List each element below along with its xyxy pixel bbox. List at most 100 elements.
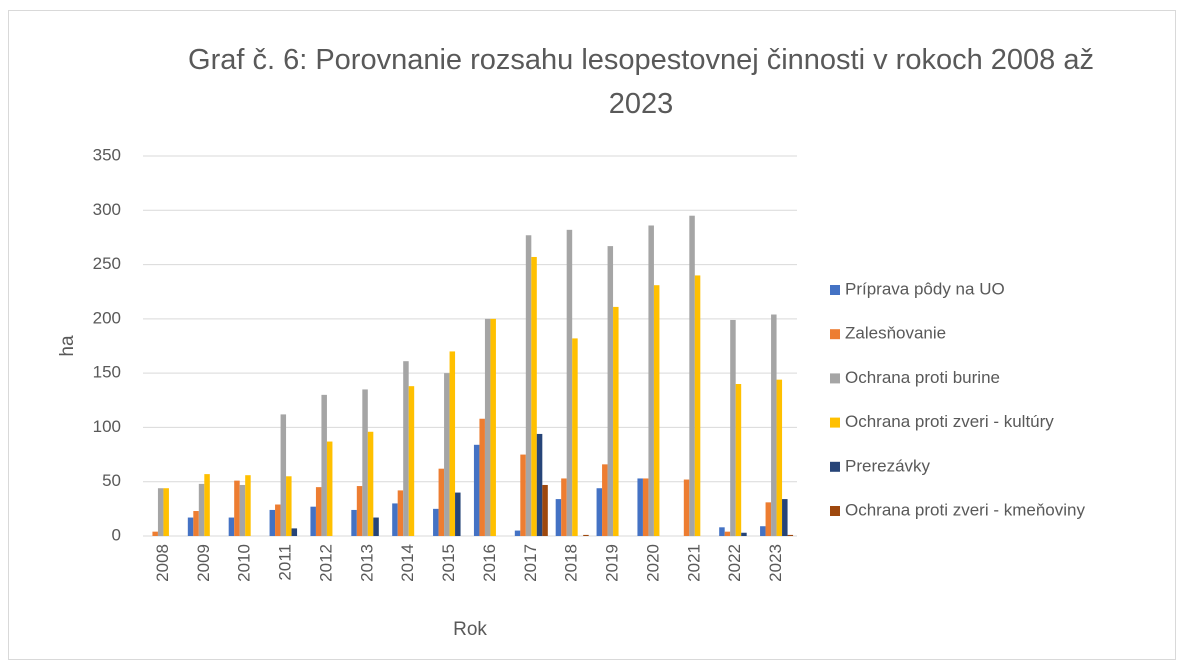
x-axis-title: Rok xyxy=(453,619,487,640)
bar xyxy=(520,454,526,536)
bar xyxy=(455,492,461,536)
bar xyxy=(239,484,246,536)
bar xyxy=(187,517,194,536)
bar xyxy=(536,433,543,536)
bar xyxy=(782,499,788,536)
bar xyxy=(392,503,398,536)
bar xyxy=(315,487,322,536)
bar xyxy=(653,285,660,536)
bar xyxy=(234,480,240,536)
bar xyxy=(362,389,368,536)
x-tick-label: 2015 xyxy=(439,544,458,582)
bar xyxy=(602,464,608,536)
legend-swatch xyxy=(830,285,840,295)
bar xyxy=(326,441,333,536)
legend-label: Ochrana proti zveri - kmeňoviny xyxy=(845,500,1085,519)
legend-label: Ochrana proti zveri - kultúry xyxy=(845,412,1054,431)
bar xyxy=(204,474,210,536)
bar xyxy=(642,478,649,536)
bar xyxy=(356,486,363,536)
bar xyxy=(730,319,736,536)
bar xyxy=(741,532,747,536)
bar xyxy=(514,530,521,536)
bar xyxy=(157,488,164,536)
x-tick-label: 2023 xyxy=(766,544,785,582)
y-tick-label: 150 xyxy=(93,363,121,382)
bar xyxy=(433,508,439,536)
y-axis-title: ha xyxy=(57,335,78,357)
bar xyxy=(637,478,643,536)
x-tick-label: 2019 xyxy=(603,544,622,582)
y-tick-label: 50 xyxy=(102,471,121,490)
y-tick-label: 300 xyxy=(93,200,121,219)
y-tick-label: 200 xyxy=(93,308,121,327)
bar xyxy=(484,318,491,536)
bar xyxy=(724,531,731,536)
x-tick-label: 2008 xyxy=(153,544,172,582)
x-tick-label: 2020 xyxy=(643,544,662,582)
bar xyxy=(408,386,415,536)
legend-label: Prerezávky xyxy=(845,456,931,475)
y-tick-label: 250 xyxy=(93,254,121,273)
x-tick-label: 2018 xyxy=(562,544,581,582)
bar xyxy=(275,504,281,536)
x-tick-label: 2010 xyxy=(235,544,254,582)
bar xyxy=(566,229,573,537)
bar xyxy=(310,506,316,536)
bar xyxy=(561,478,567,536)
bar xyxy=(403,361,409,536)
bar xyxy=(291,528,298,536)
bar xyxy=(765,502,772,536)
bar xyxy=(373,517,379,536)
bar xyxy=(689,215,695,536)
legend-swatch xyxy=(830,373,840,384)
bar xyxy=(438,468,445,536)
bar xyxy=(367,431,374,536)
bar xyxy=(444,373,450,536)
bar xyxy=(572,338,578,536)
x-tick-label: 2012 xyxy=(316,544,335,582)
bar xyxy=(473,444,480,536)
bar xyxy=(286,476,292,536)
legend-swatch xyxy=(830,506,840,516)
bar xyxy=(198,483,205,536)
bar xyxy=(152,531,158,536)
bar xyxy=(449,351,456,536)
bar xyxy=(193,511,199,536)
bar xyxy=(490,318,496,536)
bar xyxy=(613,306,619,536)
bar xyxy=(719,527,725,536)
x-tick-label: 2022 xyxy=(725,544,744,582)
x-tick-label: 2011 xyxy=(276,544,295,581)
bar xyxy=(583,534,589,536)
x-tick-label: 2016 xyxy=(480,544,499,582)
bar xyxy=(771,314,777,536)
bar xyxy=(776,379,783,536)
bar xyxy=(245,475,251,536)
bar xyxy=(760,526,766,536)
bar xyxy=(163,488,169,536)
legend-label: Ochrana proti burine xyxy=(845,368,1000,387)
bar xyxy=(351,509,357,536)
legend-label: Zalesňovanie xyxy=(845,324,946,343)
x-tick-label: 2009 xyxy=(194,544,213,582)
bar xyxy=(694,275,701,536)
bar xyxy=(280,414,287,536)
bar xyxy=(479,418,485,536)
bar xyxy=(525,235,532,536)
x-tick-label: 2013 xyxy=(357,544,376,582)
x-tick-label: 2014 xyxy=(398,544,417,582)
legend-label: Príprava pôdy na UO xyxy=(845,279,1005,298)
bar xyxy=(321,394,327,536)
bar xyxy=(397,490,404,536)
legend-swatch xyxy=(830,461,840,472)
x-tick-label: 2021 xyxy=(684,544,703,582)
legend-swatch xyxy=(830,329,840,340)
bar xyxy=(735,384,742,536)
bar xyxy=(607,246,614,536)
y-tick-label: 350 xyxy=(93,145,121,164)
bar xyxy=(531,256,537,536)
legend-swatch xyxy=(830,417,840,428)
